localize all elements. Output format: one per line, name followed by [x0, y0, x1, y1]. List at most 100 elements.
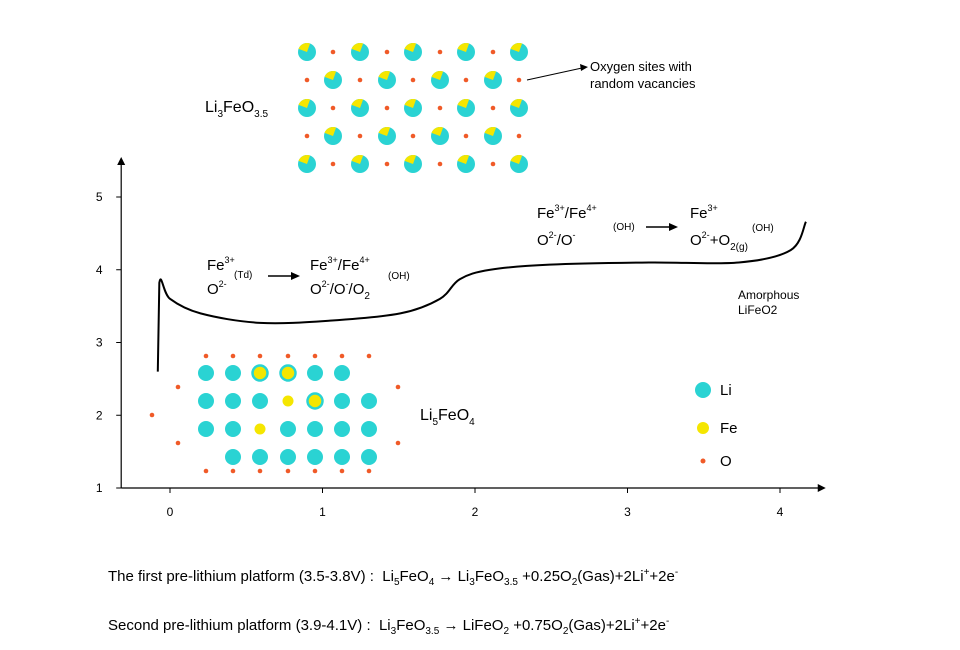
fe-share — [431, 127, 444, 136]
eq-part: FeO — [396, 617, 426, 634]
fe-share — [457, 155, 470, 164]
note-arrow — [526, 67, 583, 81]
o-atom — [384, 49, 390, 55]
fe-share — [431, 71, 444, 80]
o-atom — [395, 440, 401, 446]
arrowhead — [291, 272, 300, 280]
o-atom — [490, 161, 496, 167]
li-atom — [198, 421, 214, 437]
fe-atom — [282, 395, 294, 407]
label-part: /Fe — [565, 205, 587, 222]
fe-share — [378, 71, 391, 80]
fe-atom — [251, 364, 269, 382]
x-tick-label: 4 — [777, 505, 784, 519]
fe-share — [484, 127, 497, 136]
equation: Second pre-lithium platform (3.9-4.1V) :… — [108, 616, 669, 637]
eq-part: → LiFeO — [439, 617, 504, 634]
fe-share — [457, 99, 470, 108]
o-atom — [330, 49, 336, 55]
label-part: /O — [330, 281, 346, 298]
voltage-curve — [156, 221, 807, 372]
o-atom — [357, 133, 363, 139]
o-atom — [463, 77, 469, 83]
label-part: 2- — [219, 279, 227, 289]
fe-share — [298, 43, 311, 52]
eq-part: 2 — [503, 626, 510, 637]
x-tick-label: 1 — [319, 505, 326, 519]
li-atom — [225, 449, 241, 465]
label-part: - — [346, 279, 349, 289]
y-tick-label: 1 — [96, 481, 103, 495]
li-atom — [225, 365, 241, 381]
annotation: Fe3+/Fe4+ — [310, 255, 370, 274]
li-atom — [361, 449, 377, 465]
annotation: LiFeO2 — [738, 303, 778, 317]
li-atom — [334, 365, 350, 381]
label-part: 4+ — [586, 203, 596, 213]
legend-label: Li — [720, 382, 732, 399]
label-part: 3.5 — [254, 109, 268, 120]
o-atom — [230, 353, 236, 359]
o-atom — [203, 353, 209, 359]
label-part: +O — [710, 232, 730, 249]
o-atom — [384, 161, 390, 167]
fe-share — [510, 99, 523, 108]
label-part: Fe — [537, 205, 555, 222]
annotation: O2- — [207, 279, 227, 298]
o-atom — [312, 468, 318, 474]
label-part: 3 — [217, 109, 223, 120]
fe-share — [351, 155, 364, 164]
fe-share — [298, 155, 311, 164]
label-part: 2 — [364, 291, 370, 302]
fe-share — [510, 155, 523, 164]
label-part: 3+ — [328, 255, 338, 265]
o-atom — [463, 133, 469, 139]
fe-share — [324, 71, 337, 80]
annotation: O2-+O2(g) — [690, 230, 748, 253]
o-atom — [339, 468, 345, 474]
label-part: /Fe — [338, 257, 360, 274]
o-atom — [437, 105, 443, 111]
label-part: Li — [420, 407, 432, 424]
o-atom — [516, 77, 522, 83]
li-atom — [252, 393, 268, 409]
o-atom — [175, 384, 181, 390]
fe-share — [298, 99, 311, 108]
li-atom — [361, 393, 377, 409]
o-atom — [285, 468, 291, 474]
y-axis-arrow — [117, 156, 126, 165]
o-atom — [366, 468, 372, 474]
eq-part: (Gas)+2Li — [568, 617, 635, 634]
o-atom — [437, 49, 443, 55]
x-tick-label: 0 — [167, 505, 174, 519]
eq-part: +0.25O — [517, 568, 572, 585]
label-part: O — [537, 232, 549, 249]
label-part: 2- — [549, 230, 557, 240]
li-atom — [361, 421, 377, 437]
o-atom — [366, 353, 372, 359]
fe-share — [457, 43, 470, 52]
li-atom — [225, 393, 241, 409]
li-atom — [225, 421, 241, 437]
eq-part: - — [665, 616, 670, 627]
li-atom — [334, 393, 350, 409]
eq-part: 3.5 — [425, 626, 440, 637]
eq-part: + — [643, 567, 650, 578]
o-atom — [437, 161, 443, 167]
label-part: /O — [349, 281, 365, 298]
eq-part: FeO — [474, 568, 505, 585]
eq-part: 4 — [428, 577, 435, 588]
o-atom — [149, 412, 155, 418]
eq-part: 3 — [469, 577, 475, 588]
eq-part: 3 — [390, 626, 397, 637]
label-part: Fe — [207, 257, 225, 274]
o-atom — [304, 133, 310, 139]
li-atom — [198, 393, 214, 409]
label-part: Fe — [310, 257, 328, 274]
label-part: 3+ — [708, 203, 718, 213]
label-part: O — [690, 232, 702, 249]
label-part: 2- — [322, 279, 330, 289]
o-atom — [257, 468, 263, 474]
label-part: FeO — [438, 407, 469, 424]
